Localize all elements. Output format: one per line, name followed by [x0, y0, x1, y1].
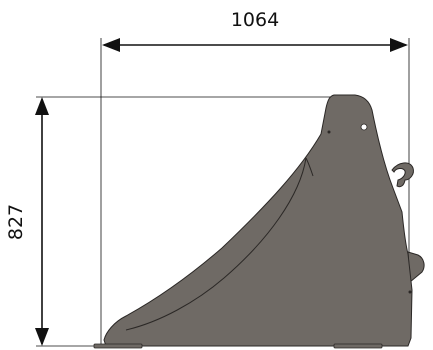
bucket-illustration — [93, 94, 425, 349]
height-dimension: 827 — [5, 97, 49, 346]
width-dimension-label: 1064 — [231, 9, 279, 31]
height-bottom-arrow-icon — [35, 328, 49, 346]
bucket-lower-bracket — [407, 251, 425, 284]
bucket-upper-hole — [360, 123, 368, 131]
bucket-wear-strip-rear — [333, 343, 383, 349]
bucket-body — [103, 94, 413, 347]
bucket-lower-hole — [408, 290, 412, 294]
height-dimension-label: 827 — [5, 204, 27, 240]
width-right-arrow-icon — [390, 38, 408, 52]
bucket-side-plate-edge — [305, 157, 314, 177]
width-dimension: 1064 — [102, 9, 408, 52]
width-left-arrow-icon — [102, 38, 120, 52]
bucket-side-plate-line — [125, 157, 307, 331]
bucket-small-hole — [327, 130, 331, 134]
height-top-arrow-icon — [35, 97, 49, 115]
bucket-hook — [391, 162, 414, 188]
bucket-wear-strip-front — [93, 343, 143, 349]
